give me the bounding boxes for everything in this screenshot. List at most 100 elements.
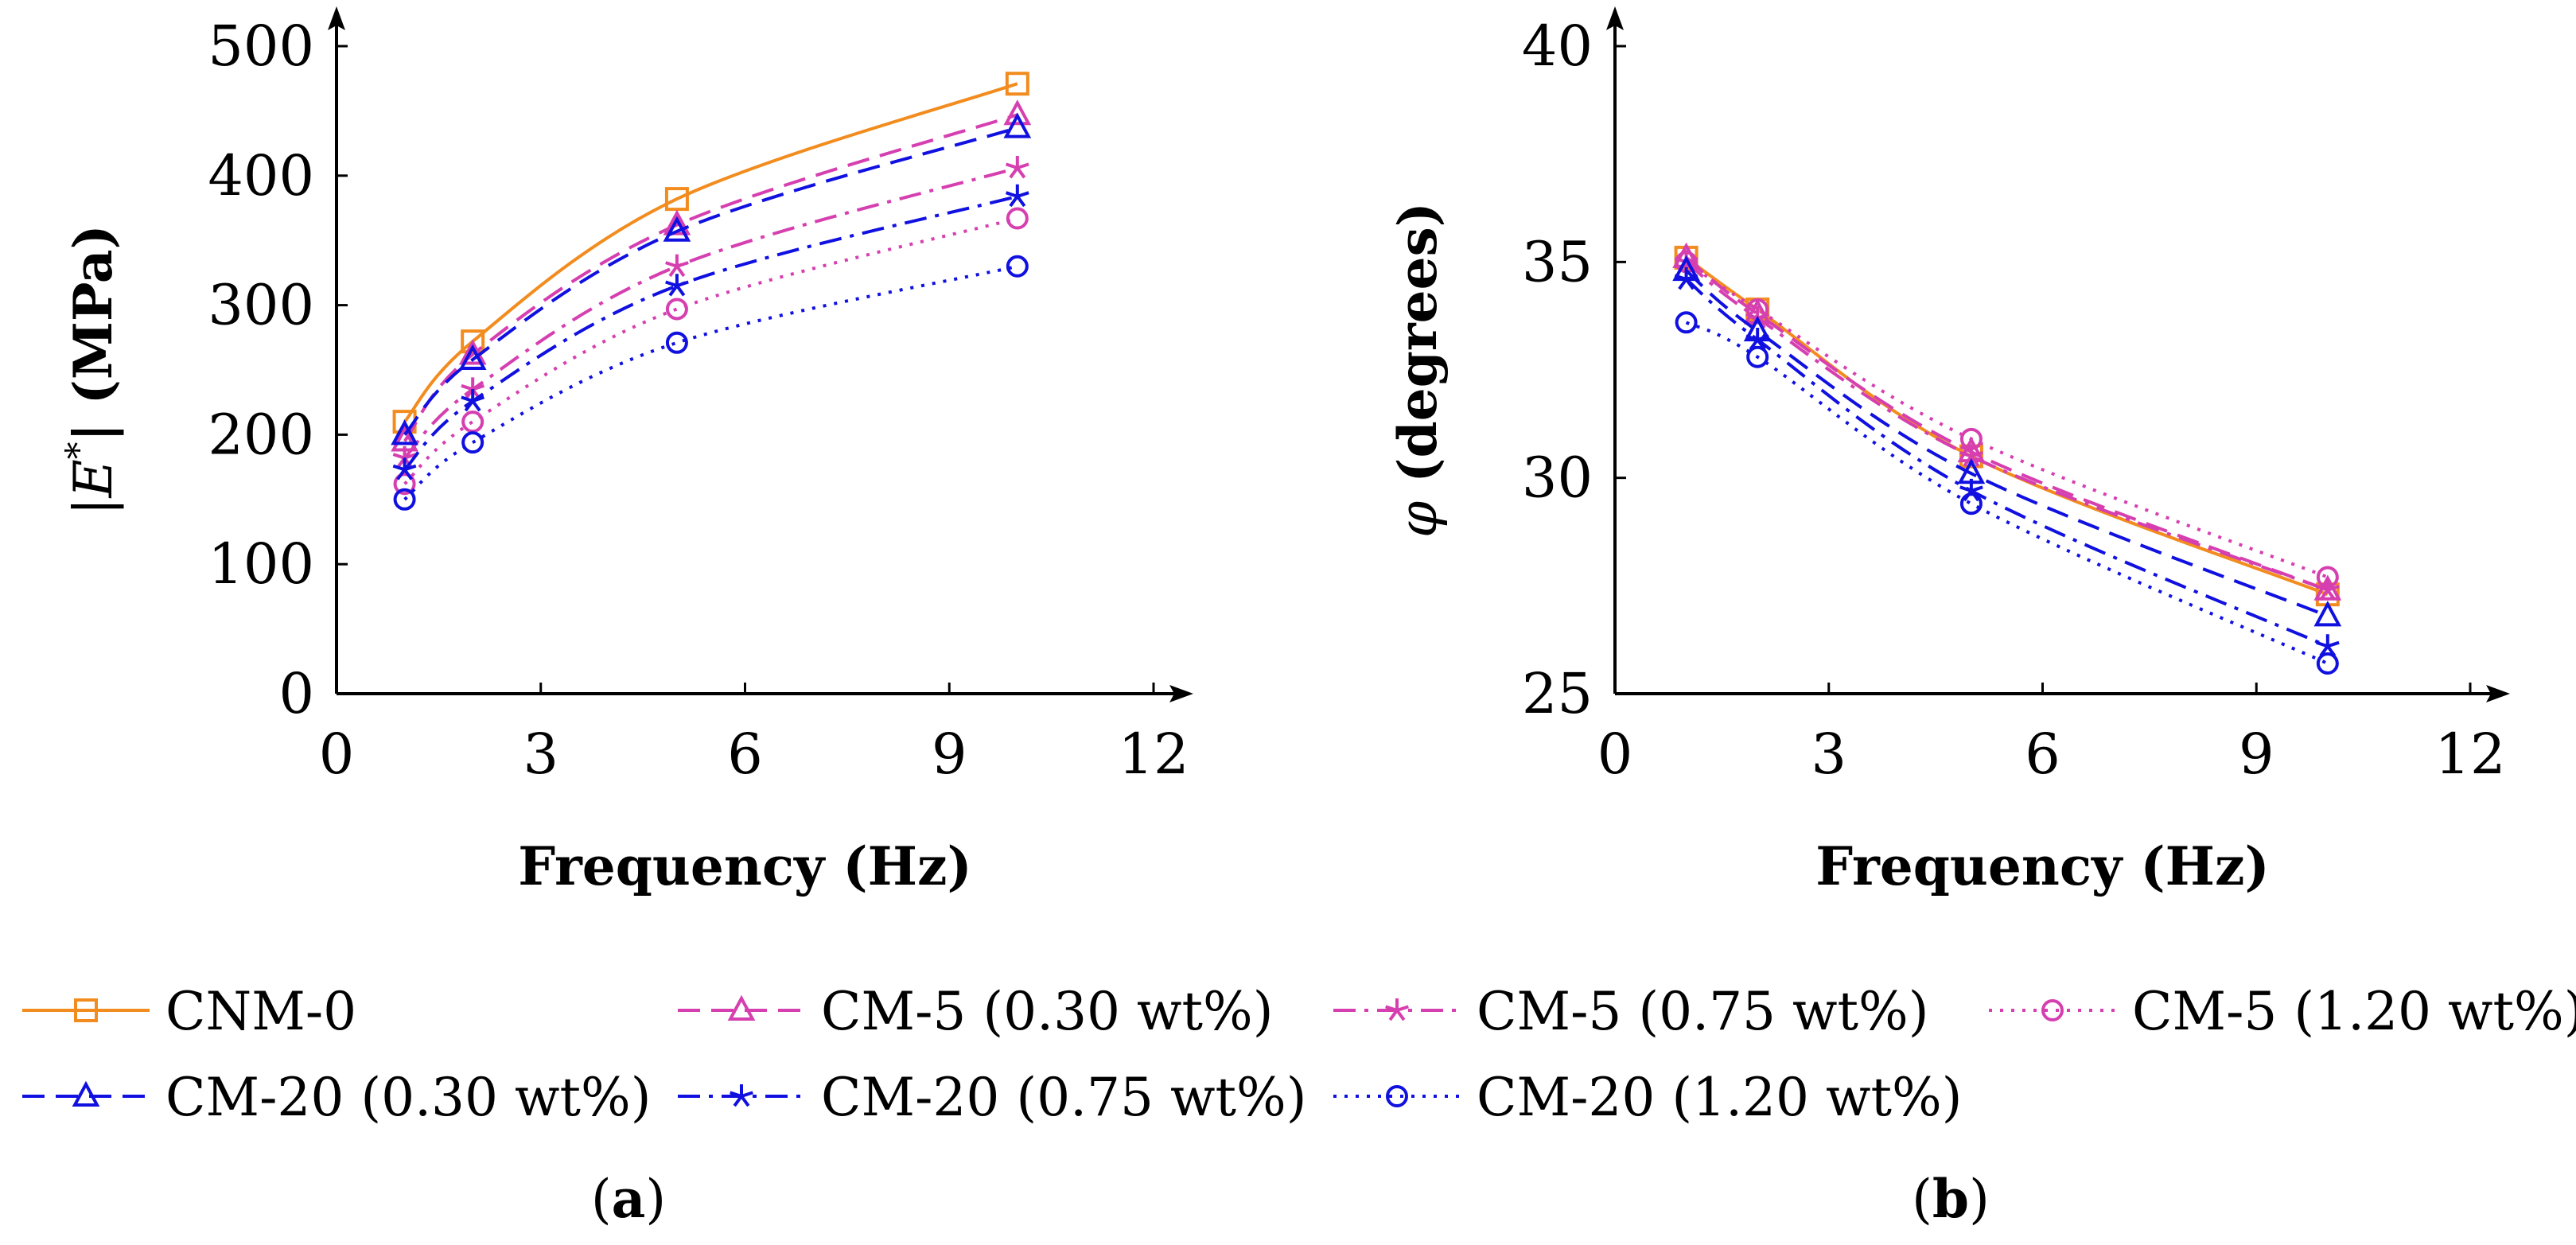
data-point (1674, 267, 1699, 290)
y-axis-arrow (328, 6, 345, 30)
data-point (393, 488, 416, 511)
y-tick-label: 35 (1522, 229, 1593, 294)
legend-entry: CM-5 (1.20 wt%) (1989, 981, 2576, 1042)
legend-label: CNM-0 (165, 981, 356, 1042)
legend-entry: CM-5 (0.75 wt%) (1333, 981, 1929, 1042)
series-line (403, 194, 1018, 471)
legend-entry: CM-20 (0.30 wt%) (22, 1067, 652, 1128)
series-cnm-0 (1674, 245, 2340, 607)
legend-label: CM-5 (0.30 wt%) (821, 981, 1274, 1042)
series-cm-20-1-20-wt- (1675, 311, 2339, 675)
data-point (393, 473, 416, 496)
data-point (1003, 99, 1032, 126)
x-tick-label: 9 (932, 722, 967, 787)
data-point (1959, 427, 1983, 450)
data-point (461, 329, 485, 354)
series-cm-20-0-30-wt- (1672, 255, 2342, 627)
panel-label-b: (b) (1912, 1168, 1990, 1230)
series-line (1685, 260, 2329, 592)
series-cm-5-0-75-wt- (392, 155, 1029, 469)
y-tick-label: 25 (1522, 661, 1593, 726)
legend-entry: CM-20 (0.75 wt%) (678, 1067, 1307, 1128)
panel-a-modulus-chart: 0 3 6 9 12 0 100 200 300 400 500 Frequency (Hz) |E*|… (59, 6, 1193, 897)
y-tick-label: 200 (208, 402, 314, 467)
data-point (1005, 155, 1029, 179)
y-tick-label: 400 (208, 143, 314, 208)
x-axis-arrow (1169, 685, 1193, 702)
legend-label: CM-20 (0.75 wt%) (821, 1067, 1307, 1128)
data-point (461, 431, 484, 454)
legend-marker (74, 998, 98, 1022)
x-tick-label: 6 (727, 722, 763, 787)
data-point (2316, 566, 2339, 589)
y-tick-label: 30 (1522, 445, 1593, 511)
series-line (403, 126, 1018, 436)
series-line (403, 82, 1018, 423)
data-point (2316, 652, 2339, 675)
series-cm-20-1-20-wt- (393, 255, 1029, 511)
series-cm-5-1-20-wt- (393, 207, 1029, 496)
y-axis-title: φ (degrees) (1387, 202, 1449, 538)
data-point (665, 274, 689, 297)
data-point (458, 344, 487, 370)
legend-marker (72, 1080, 100, 1107)
series-line (403, 166, 1018, 460)
legend-marker (1386, 1085, 1408, 1107)
data-point (2313, 601, 2342, 627)
x-tick-label: 6 (2025, 722, 2060, 787)
series-cm-20-0-75-wt- (1674, 267, 2340, 657)
series-cm-20-0-30-wt- (391, 112, 1032, 445)
data-point (1959, 492, 1983, 516)
legend-entry: CM-5 (0.30 wt%) (678, 981, 1274, 1042)
series-line (1685, 278, 2329, 648)
series-line (403, 216, 1018, 485)
series-cm-5-0-30-wt- (391, 99, 1032, 452)
x-tick-label: 12 (1118, 722, 1189, 787)
legend-label: CM-20 (0.30 wt%) (165, 1067, 652, 1128)
data-point (665, 331, 688, 354)
legend: CNM-0 CM-5 (0.30 wt%) CM-5 (0.75 wt%) CM-5 … (22, 981, 2576, 1128)
series-cm-20-0-75-wt- (392, 184, 1029, 480)
data-point (1003, 112, 1032, 138)
x-axis-title: Frequency (Hz) (1815, 835, 2269, 897)
data-point (2315, 634, 2340, 657)
data-point (1745, 327, 1770, 351)
data-point (665, 254, 689, 278)
data-point (391, 419, 418, 445)
x-tick-label: 12 (2434, 722, 2505, 787)
x-tick-label: 0 (319, 722, 355, 787)
data-point (458, 339, 487, 365)
x-tick-label: 9 (2239, 722, 2274, 787)
legend-marker (1385, 998, 1409, 1021)
data-point (665, 298, 688, 321)
y-tick-label: 300 (208, 273, 314, 338)
y-tick-label: 500 (208, 14, 314, 79)
series-line (1685, 321, 2329, 665)
data-point (1959, 444, 1983, 467)
data-point (663, 209, 691, 235)
data-point (1005, 184, 1029, 208)
series-line (1685, 256, 2329, 597)
data-point (461, 410, 484, 434)
data-point (1006, 207, 1029, 230)
legend-marker (730, 1084, 753, 1107)
data-point (392, 457, 417, 480)
data-point (392, 445, 417, 469)
legend-marker (2041, 999, 2064, 1021)
x-axis-arrow (2486, 685, 2510, 702)
x-tick-label: 0 (1597, 722, 1633, 787)
data-point (664, 187, 689, 212)
panel-label-a: (a) (591, 1168, 666, 1230)
data-point (1675, 311, 1698, 334)
legend-marker (727, 994, 756, 1021)
series-line (1685, 260, 2329, 579)
y-tick-label: 0 (278, 661, 314, 726)
y-tick-label: 40 (1522, 14, 1593, 79)
series-cnm-0 (392, 72, 1029, 434)
data-point (663, 216, 691, 242)
series-line (403, 264, 1018, 501)
legend-label: CM-20 (1.20 wt%) (1477, 1067, 1963, 1128)
legend-label: CM-5 (0.75 wt%) (1477, 981, 1929, 1042)
x-tick-label: 3 (523, 722, 558, 787)
